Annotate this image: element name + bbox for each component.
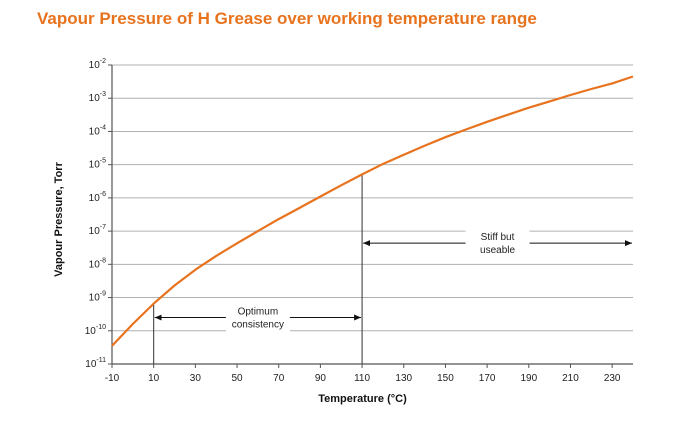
vapour-pressure-curve: [111, 75, 634, 347]
y-tick-label: 10-3: [89, 91, 106, 104]
x-tick-label: 110: [354, 373, 370, 384]
annotations: Optimum consistency Stiff but useable: [154, 229, 632, 334]
annotation-bg: [225, 303, 290, 334]
x-tick-label: 130: [395, 373, 412, 384]
x-tick-label: 150: [437, 373, 454, 384]
x-tick-label: 230: [604, 373, 621, 384]
x-tick-label: 70: [273, 373, 285, 384]
annotation-line2: useable: [480, 245, 515, 256]
y-tick-label: 10-6: [89, 191, 106, 204]
tick-labels: 10-210-310-410-510-610-710-810-910-1010-…: [85, 58, 621, 384]
y-tick-label: 10-8: [89, 257, 106, 270]
y-axis-label: Vapour Pressure, Torr: [53, 161, 65, 276]
chart-title: Vapour Pressure of H Grease over working…: [37, 9, 537, 28]
y-tick-label: 10-10: [85, 324, 106, 337]
y-tick-label: 10-11: [85, 357, 106, 370]
x-tick-label: -10: [105, 373, 120, 384]
y-tick-label: 10-2: [89, 58, 106, 71]
range-markers: [153, 174, 363, 364]
annotation-line1: Optimum: [238, 307, 279, 318]
x-tick-label: 50: [231, 373, 243, 384]
annotation-bg: [465, 229, 530, 260]
y-tick-label: 10-7: [89, 224, 106, 237]
series: [111, 75, 634, 347]
axes: [108, 64, 633, 368]
x-tick-label: 30: [190, 373, 202, 384]
x-tick-label: 190: [520, 373, 537, 384]
annotation-line1: Stiff but: [481, 232, 515, 243]
x-axis-label: Temperature (°C): [318, 393, 407, 405]
gridlines: [112, 64, 633, 365]
y-tick-label: 10-4: [89, 124, 106, 137]
y-tick-label: 10-5: [89, 158, 106, 171]
annotation-line2: consistency: [232, 320, 284, 331]
x-tick-label: 170: [479, 373, 496, 384]
x-tick-label: 90: [315, 373, 327, 384]
x-tick-label: 210: [562, 373, 579, 384]
y-tick-label: 10-9: [89, 291, 106, 304]
x-tick-label: 10: [148, 373, 160, 384]
